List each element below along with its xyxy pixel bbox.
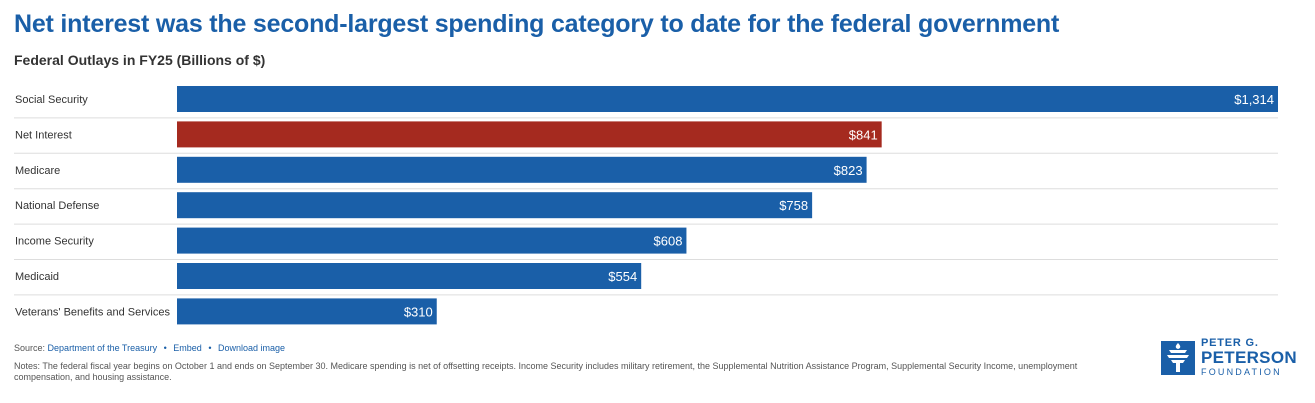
- separator-dot: •: [163, 343, 167, 353]
- category-label: Social Security: [15, 94, 88, 106]
- bar[interactable]: [177, 86, 1278, 112]
- data-label: $608: [654, 234, 683, 249]
- bar[interactable]: [177, 263, 642, 289]
- category-label: National Defense: [15, 200, 99, 212]
- data-label: $841: [849, 127, 878, 142]
- bar[interactable]: [177, 192, 813, 219]
- bar[interactable]: [177, 227, 687, 254]
- data-label: $823: [834, 163, 863, 178]
- logo-text-line2: PETERSON: [1201, 348, 1297, 367]
- bar-chart: Social Security $1,314 Net Interest $841 Med…: [14, 86, 1278, 325]
- download-image-link[interactable]: Download image: [218, 343, 286, 353]
- data-label: $758: [779, 198, 808, 213]
- chart-title: Net interest was the second-largest spen…: [14, 10, 1060, 38]
- data-label: $554: [608, 269, 637, 284]
- bar[interactable]: [177, 156, 867, 183]
- category-label: Income Security: [15, 236, 94, 248]
- category-label: Veterans' Benefits and Services: [15, 306, 170, 318]
- separator-dot: •: [208, 343, 212, 353]
- bar[interactable]: [177, 298, 437, 325]
- logo-text-line1: PETER G.: [1201, 337, 1259, 349]
- logo-text-line3: FOUNDATION: [1201, 367, 1282, 377]
- notes-text: Notes: The federal fiscal year begins on…: [14, 361, 1078, 382]
- bar[interactable]: [177, 121, 882, 148]
- data-label: $310: [404, 304, 433, 319]
- peterson-foundation-logo[interactable]: PETER G. PETERSON FOUNDATION: [1161, 337, 1297, 379]
- category-label: Net Interest: [15, 129, 72, 141]
- source-label: Source:: [14, 343, 46, 353]
- data-label: $1,314: [1234, 92, 1274, 107]
- embed-link[interactable]: Embed: [173, 343, 202, 353]
- torch-icon: [1161, 341, 1195, 375]
- chart-subtitle: Federal Outlays in FY25 (Billions of $): [14, 52, 266, 68]
- category-label: Medicare: [15, 165, 60, 177]
- source-line: Source: Department of the Treasury • Emb…: [14, 343, 285, 353]
- category-label: Medicaid: [15, 271, 59, 283]
- source-link[interactable]: Department of the Treasury: [47, 343, 158, 353]
